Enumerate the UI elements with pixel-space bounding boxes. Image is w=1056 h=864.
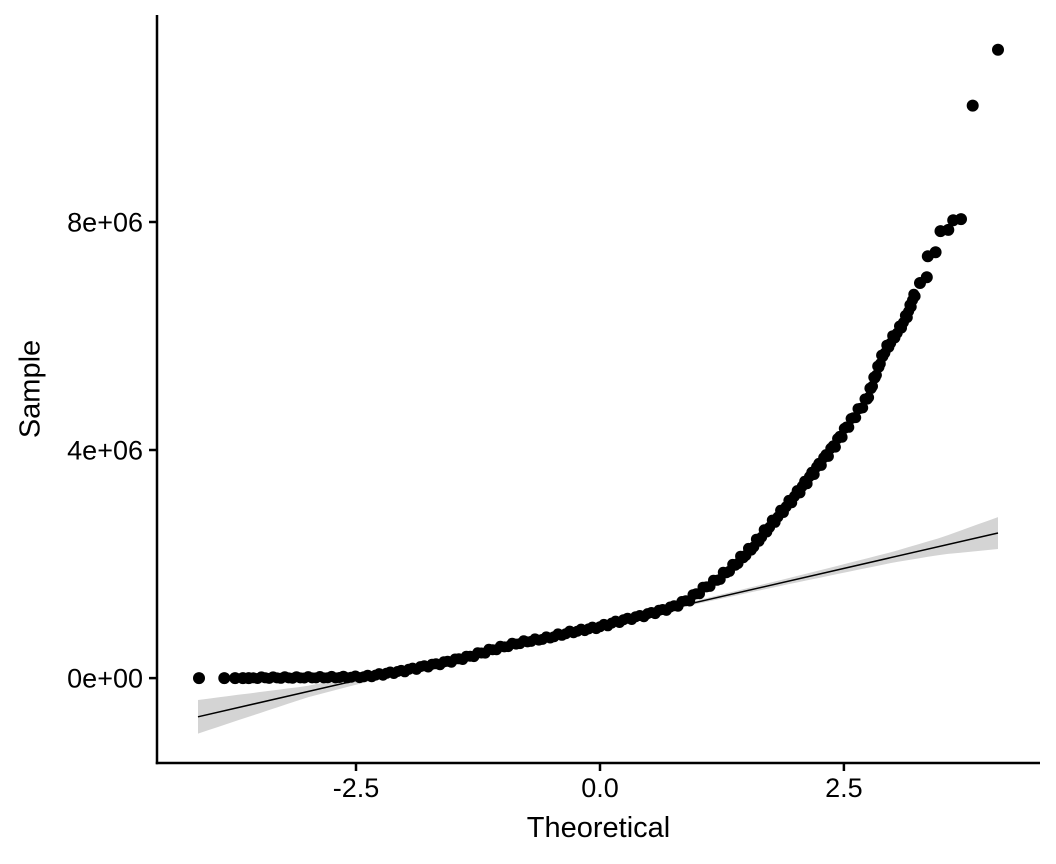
x-axis-title: Theoretical — [526, 812, 671, 844]
outlier-point — [966, 99, 979, 112]
qq-points-layer — [248, 288, 921, 684]
outlier-point — [942, 223, 955, 236]
y-tick-label: 4e+06 — [67, 435, 143, 465]
x-tick-label: -2.5 — [333, 773, 380, 803]
outlier-points-layer — [193, 43, 1004, 685]
outlier-point — [955, 213, 967, 226]
outlier-point — [992, 43, 1004, 56]
outlier-point — [242, 672, 255, 685]
axes-layer: 0e+00 4e+06 8e+06 -2.5 0.0 2.5 — [67, 207, 863, 803]
outlier-point — [218, 672, 231, 685]
x-tick-label: 2.5 — [825, 773, 863, 803]
y-axis-title: Sample — [14, 339, 47, 439]
y-tick-label: 8e+06 — [67, 207, 143, 237]
x-tick-label: 0.0 — [581, 773, 619, 803]
outlier-point — [920, 271, 933, 284]
outlier-point — [193, 672, 205, 685]
y-tick-label: 0e+00 — [67, 664, 143, 694]
outlier-point — [929, 246, 942, 259]
